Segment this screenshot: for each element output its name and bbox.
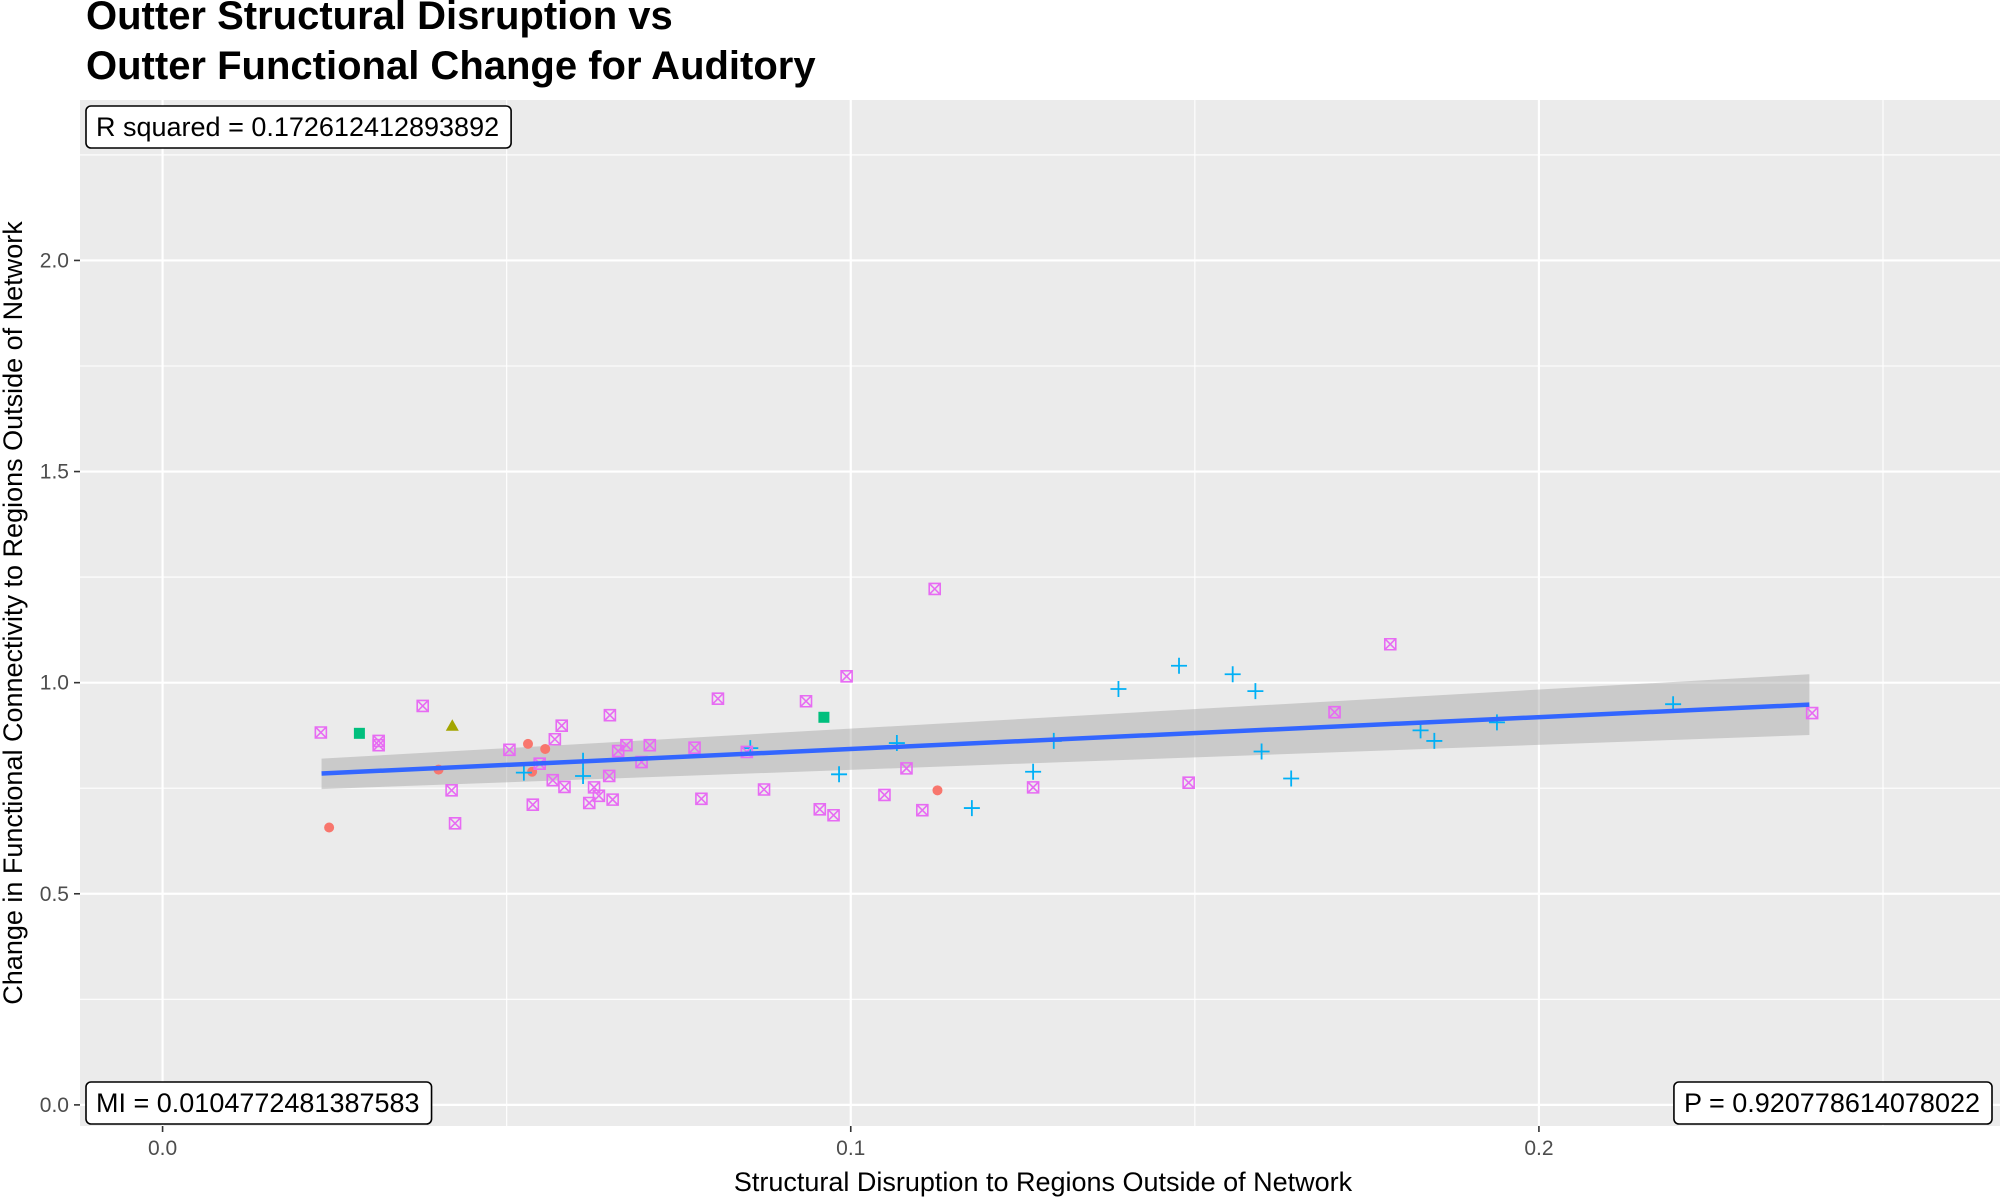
boxcross-point (840, 670, 853, 683)
boxcross-point (827, 808, 840, 822)
square-point (353, 727, 365, 739)
boxcross-point (592, 789, 606, 803)
confidence-band (321, 674, 1810, 790)
boxcross-point (548, 732, 562, 746)
boxcross-point (643, 738, 657, 752)
plus-point (1283, 770, 1300, 787)
r-squared-annotation-box (85, 105, 512, 149)
boxcross-point (928, 582, 942, 596)
confidence-band-layer (321, 674, 1810, 790)
boxcross-point (603, 708, 617, 722)
boxcross-point (757, 783, 771, 796)
regression-line-layer (321, 702, 1810, 776)
y-tick-label: 2.0 (40, 249, 69, 272)
axis-ticks: 0.0 0.1 0.2 0.0 0.5 1.0 1.5 2.0 (40, 249, 1554, 1160)
boxcross-point (878, 788, 891, 802)
boxcross-point (555, 719, 569, 733)
boxcross-point (526, 798, 540, 811)
plus-point (1253, 743, 1270, 760)
chart-title-line-1: Outter Structural Disruption vs (86, 0, 673, 38)
x-axis-title: Structural Disruption to Regions Outside… (734, 1167, 1353, 1197)
boxcross-point (900, 762, 913, 775)
p-value-annotation-box (1673, 1081, 1993, 1125)
plus-point (963, 800, 980, 817)
boxcross-point (372, 738, 385, 752)
y-tick-label: 1.5 (40, 461, 69, 484)
boxcross-point (1805, 706, 1819, 720)
x-tick-label: 0.1 (836, 1137, 865, 1160)
x-tick-label: 0.2 (1524, 1137, 1553, 1160)
p-value-annotation: P = 0.920778614078022 (1684, 1088, 1980, 1118)
mi-annotation-box (85, 1081, 433, 1125)
boxcross-point (445, 784, 458, 797)
boxcross-point (558, 780, 571, 794)
circle-point (932, 785, 943, 796)
plus-point (1171, 657, 1188, 674)
plus-point (1247, 683, 1264, 700)
triangle-point (445, 719, 459, 731)
boxcross-point (916, 803, 929, 817)
boxcross-point (688, 741, 701, 754)
boxcross-point (1182, 776, 1195, 790)
boxcross-point (695, 792, 708, 806)
gridlines (80, 100, 2000, 1126)
plus-point (1426, 732, 1443, 749)
y-axis-title: Change in Functional Connectivity to Reg… (0, 221, 28, 1005)
y-tick-label: 0.0 (40, 1094, 69, 1117)
boxcross-point (611, 744, 625, 758)
plus-point (1110, 681, 1127, 697)
plus-point (1224, 666, 1241, 683)
boxcross-point (1328, 705, 1341, 719)
boxcross-point (606, 793, 619, 806)
plus-point (831, 766, 848, 783)
circle-point (324, 822, 335, 833)
square-point (818, 711, 830, 723)
y-tick-label: 1.0 (40, 672, 69, 695)
boxcross-point (711, 692, 725, 706)
mi-annotation: MI = 0.0104772481387583 (96, 1088, 420, 1118)
boxcross-point (602, 769, 616, 783)
circle-point (523, 738, 533, 749)
boxcross-point (314, 726, 328, 739)
plus-point (1025, 763, 1042, 780)
boxcross-point (503, 743, 516, 757)
boxcross-point (448, 816, 462, 830)
boxcross-point (813, 803, 827, 816)
boxcross-point (1026, 781, 1040, 794)
boxcross-point (620, 738, 633, 752)
circle-point (540, 743, 551, 754)
r-squared-annotation: R squared = 0.172612412893892 (96, 112, 499, 142)
plus-point (575, 767, 592, 784)
regression-line (321, 702, 1810, 776)
y-tick-label: 0.5 (40, 883, 69, 906)
plot-panel (80, 100, 2000, 1126)
plus-point (1412, 722, 1429, 739)
plus-point (515, 764, 532, 781)
x-tick-label: 0.0 (148, 1137, 177, 1160)
chart-title-line-2: Outter Functional Change for Auditory (86, 44, 816, 88)
boxcross-point (799, 694, 813, 708)
boxcross-point (1383, 637, 1397, 651)
boxcross-point (416, 699, 430, 713)
